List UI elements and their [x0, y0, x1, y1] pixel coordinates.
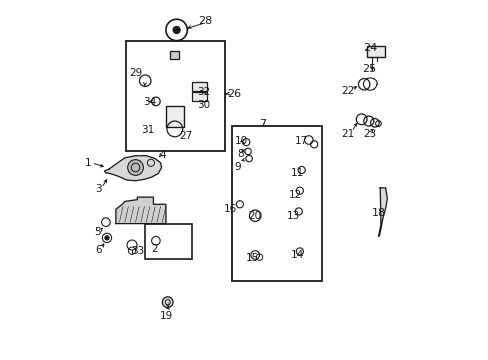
Bar [170, 51, 179, 59]
Text: 17: 17 [294, 136, 307, 147]
Bar [231, 126, 322, 281]
Text: 28: 28 [198, 16, 212, 26]
Bar [366, 46, 384, 57]
Circle shape [104, 236, 109, 240]
Text: 26: 26 [226, 89, 241, 99]
Text: 33: 33 [131, 246, 144, 256]
Polygon shape [104, 156, 162, 181]
Circle shape [173, 26, 180, 33]
Text: 20: 20 [247, 211, 261, 221]
Circle shape [162, 297, 173, 307]
Text: 1: 1 [84, 158, 91, 168]
Text: 22: 22 [341, 86, 354, 96]
Text: 14: 14 [290, 250, 304, 260]
Text: 21: 21 [341, 129, 354, 139]
Text: 16: 16 [224, 203, 237, 213]
Text: 5: 5 [94, 227, 101, 237]
Circle shape [127, 159, 143, 175]
Text: 15: 15 [245, 253, 259, 263]
Text: 19: 19 [160, 311, 173, 321]
Text: 2: 2 [151, 244, 158, 253]
Polygon shape [378, 188, 386, 237]
Text: 30: 30 [197, 100, 209, 110]
Polygon shape [116, 197, 165, 224]
Text: 23: 23 [363, 129, 376, 139]
Text: 6: 6 [95, 245, 102, 255]
Text: 8: 8 [236, 149, 243, 159]
Text: 12: 12 [288, 190, 301, 200]
Text: 7: 7 [259, 118, 266, 129]
Text: 3: 3 [95, 184, 102, 194]
Bar [191, 82, 206, 91]
Text: 34: 34 [143, 97, 156, 107]
Bar [191, 93, 206, 102]
Text: 13: 13 [286, 211, 300, 221]
Bar [165, 106, 183, 127]
Text: 31: 31 [141, 125, 154, 135]
Text: 11: 11 [290, 168, 304, 178]
Text: 10: 10 [234, 136, 247, 147]
Text: 24: 24 [363, 43, 377, 53]
Text: 25: 25 [361, 64, 375, 74]
Bar [125, 41, 225, 152]
Text: 4: 4 [160, 150, 166, 160]
Text: 18: 18 [371, 208, 385, 218]
Text: 9: 9 [234, 162, 240, 172]
Bar [145, 224, 191, 259]
Text: 27: 27 [179, 131, 192, 141]
Text: 29: 29 [129, 68, 142, 78]
Text: 32: 32 [196, 87, 210, 98]
